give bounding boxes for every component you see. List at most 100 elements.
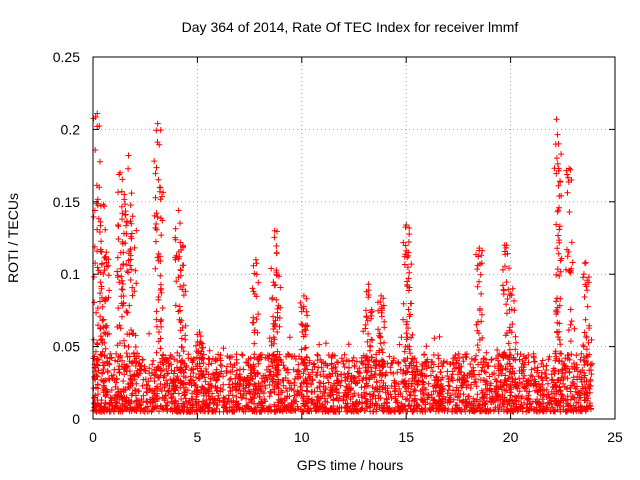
data-point [119,216,126,223]
data-point [444,373,451,379]
data-point [227,387,234,394]
data-point [250,314,257,321]
data-point [563,386,570,393]
data-point [271,401,278,408]
data-point [556,223,563,230]
data-point [397,366,404,373]
data-point [286,334,293,341]
data-point [549,404,556,411]
data-point [464,372,471,379]
data-point [475,253,482,260]
data-point [407,360,414,367]
data-point [449,368,456,375]
data-point [421,351,428,358]
data-point [296,368,303,375]
data-point [128,190,135,197]
y-tick-label: 0.1 [61,266,81,282]
data-point [436,333,443,340]
data-point [243,359,250,366]
data-point [508,292,515,299]
data-point [271,320,278,327]
data-point [161,384,168,391]
data-point [308,389,315,396]
data-point [146,386,153,392]
data-point [129,213,136,220]
data-point [113,376,120,383]
data-point [361,407,368,414]
data-point [309,400,316,406]
data-point [153,392,160,399]
data-point [556,226,563,233]
data-point [128,408,135,415]
data-point [235,375,242,382]
data-point [527,377,534,384]
data-point [368,336,375,343]
data-point [435,355,442,362]
data-point [251,395,258,402]
data-point [134,367,141,374]
data-point [501,394,508,401]
data-point [197,350,204,357]
data-point [350,374,356,381]
data-point [584,277,591,284]
data-point [484,380,491,386]
data-point [577,369,584,376]
data-point [363,353,370,360]
data-point [495,353,502,359]
data-point [367,342,373,349]
data-point [236,371,243,378]
data-point [171,398,178,405]
data-point [154,383,160,390]
data-point [110,372,117,378]
data-point [118,286,125,293]
data-point [557,399,564,406]
data-point [585,339,592,346]
data-point [128,220,135,227]
data-point [465,401,472,408]
data-point [492,376,499,383]
data-point [256,408,263,415]
data-point [204,405,211,412]
data-point [386,405,393,412]
data-point [119,176,126,183]
data-point [223,370,230,376]
data-point [129,284,136,291]
data-point [512,346,519,353]
data-point [399,393,406,400]
data-point [580,354,587,361]
data-point [160,374,167,381]
data-point [381,324,388,331]
data-point [365,364,372,371]
data-point [121,342,128,349]
data-point [118,293,125,300]
data-point [345,370,352,377]
data-point [256,400,263,407]
data-point [298,355,305,362]
data-point [520,366,527,373]
data-point [391,379,398,386]
data-point [129,359,136,366]
data-point [555,167,562,174]
data-point [564,253,571,260]
data-point [125,384,132,390]
data-point [567,406,574,413]
data-point [557,257,564,264]
data-point [462,377,469,384]
data-point [525,352,532,359]
data-point [482,369,489,376]
data-point [99,260,106,267]
data-point [213,387,220,394]
data-point [409,331,416,338]
data-point [566,369,573,376]
data-point [132,343,139,350]
data-point [135,388,142,395]
data-point [338,355,345,362]
data-point [94,340,101,347]
data-point [284,366,291,373]
data-point [100,366,107,373]
data-point [365,287,372,294]
data-point [189,359,196,366]
data-point [115,405,122,411]
data-point [94,202,101,209]
data-point [526,400,533,407]
